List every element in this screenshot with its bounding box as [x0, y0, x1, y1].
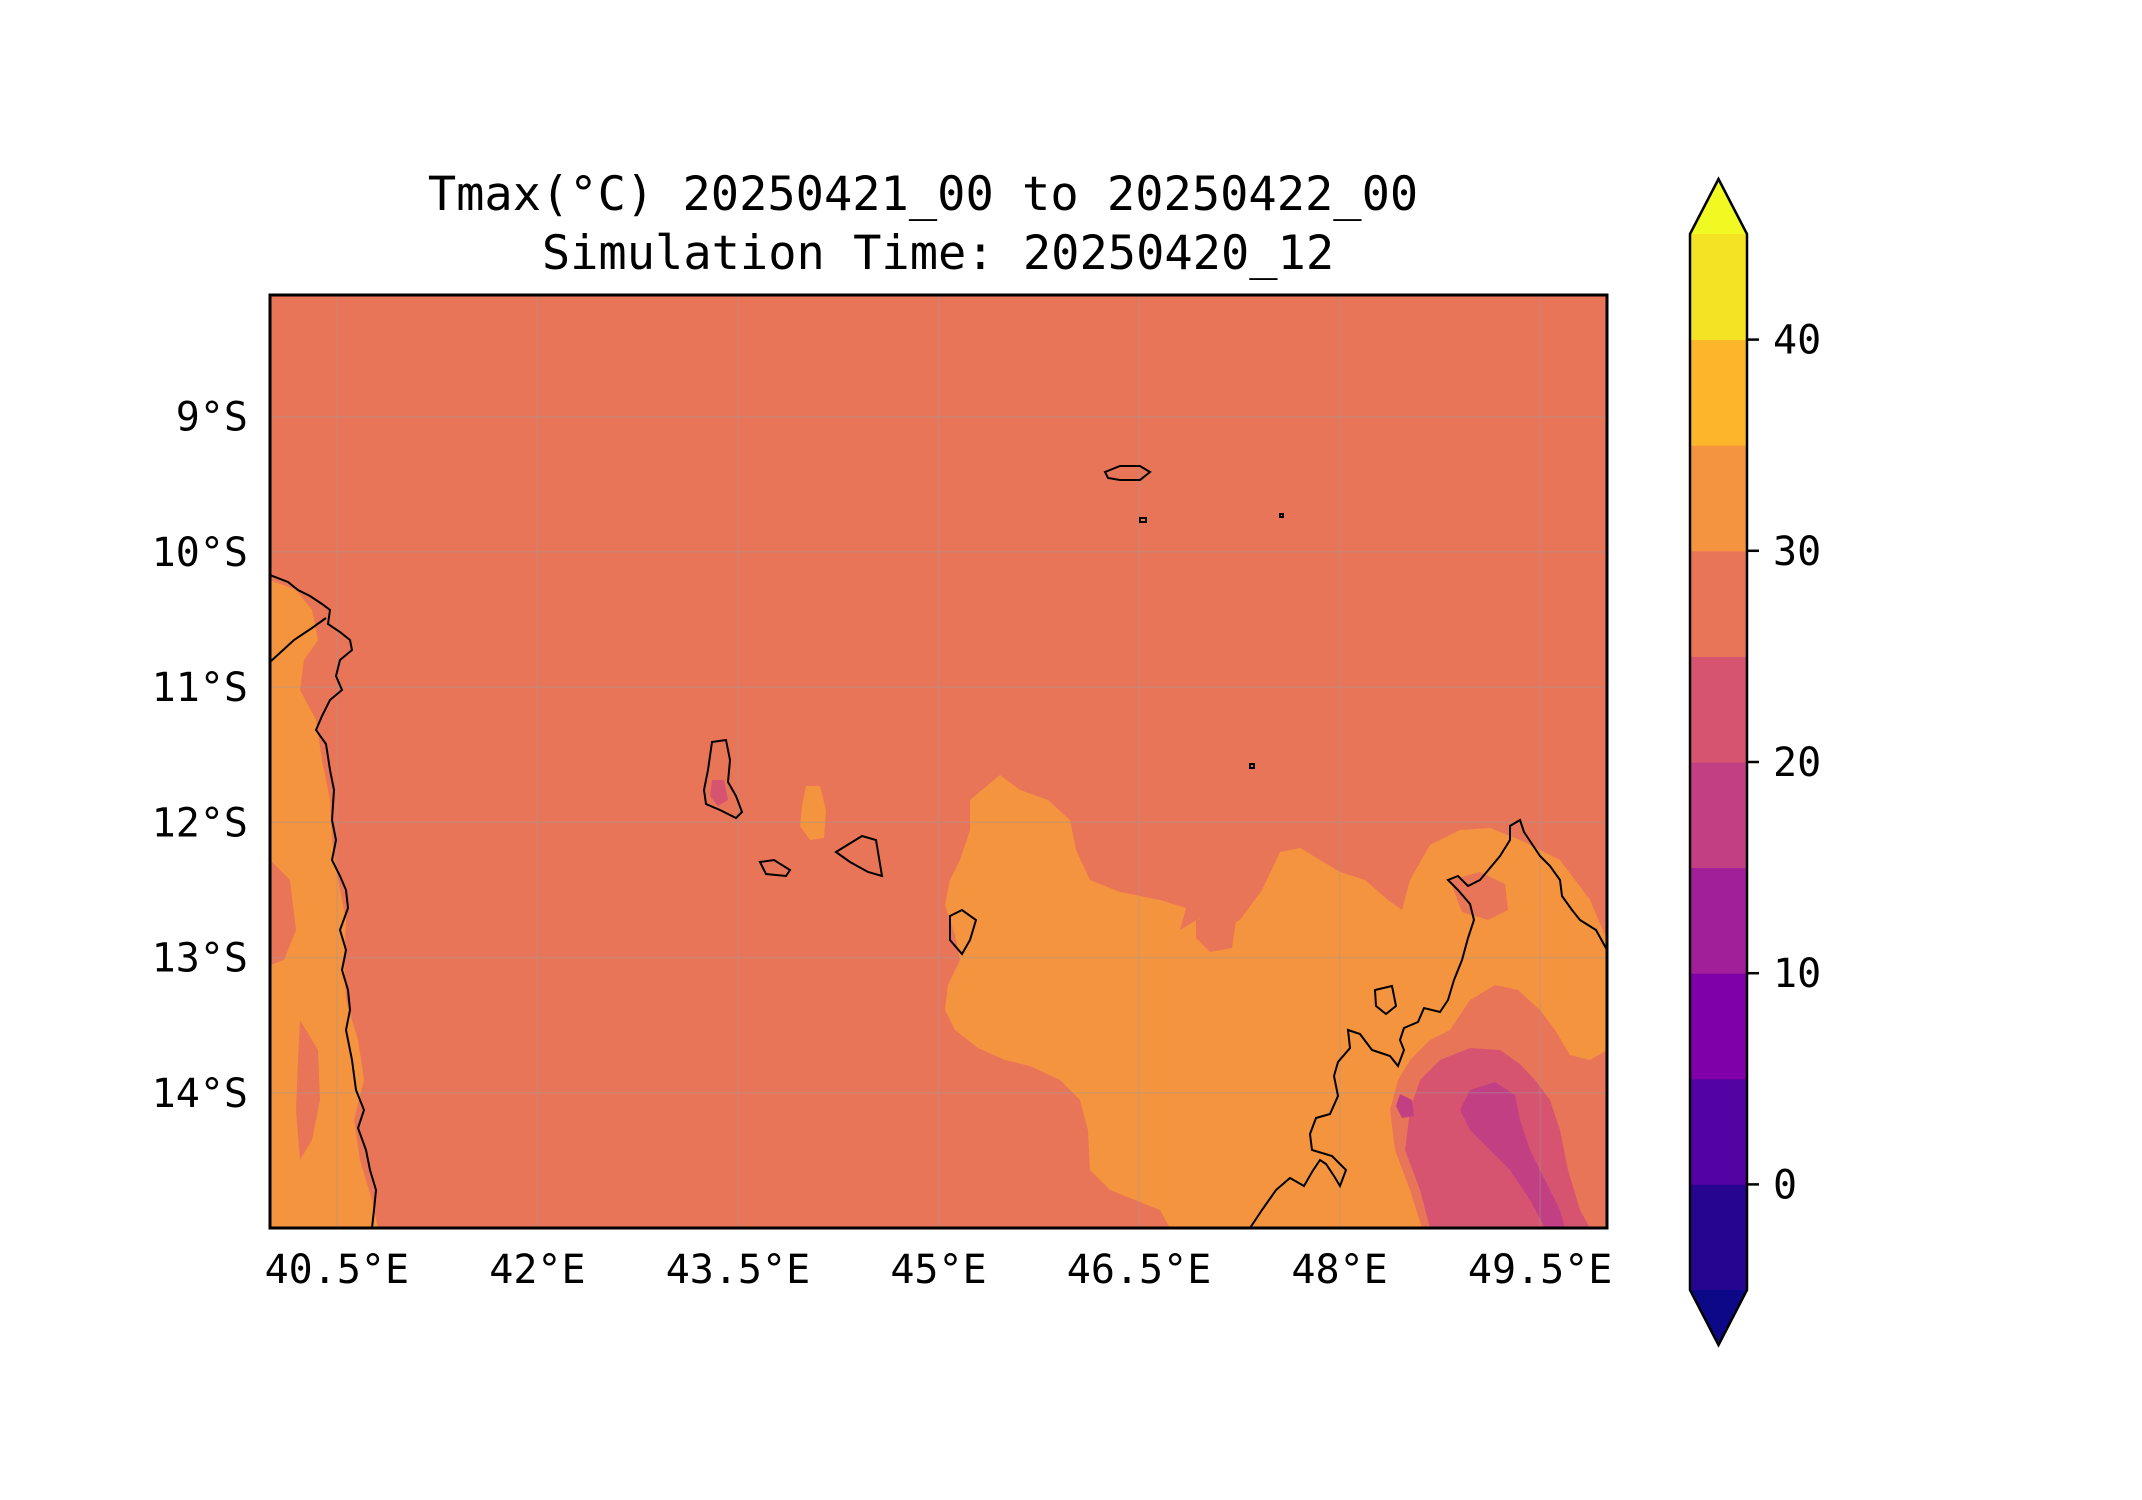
cosmoledo-islet-outline [1279, 513, 1284, 518]
grande-comore-cool-patch [710, 780, 728, 806]
assumption-islet-outline [1139, 517, 1147, 523]
latitude-tick-label: 13°S [152, 936, 248, 982]
map-title-line-2: Simulation Time: 20250420_12 [542, 226, 1334, 281]
moheli-outline [758, 858, 792, 878]
colorbar-segment [1690, 762, 1747, 869]
colorbar-tick-label: 30 [1773, 529, 1821, 575]
latitude-tick-label: 11°S [152, 665, 248, 711]
grande-comore-outline [702, 738, 744, 820]
latitude-axis: 9°S 10°S 11°S 12°S 13°S 14°S [152, 395, 248, 1117]
colorbar-outline [1688, 176, 1749, 1348]
madagascar-warm-region [945, 775, 1607, 1228]
africa-inland-border [270, 617, 327, 663]
colorbar-segment [1690, 656, 1747, 763]
longitude-tick-label: 42°E [489, 1247, 585, 1293]
map-title-line-1: Tmax(°C) 20250421_00 to 20250422_00 [428, 167, 1418, 222]
colorbar-tick-label: 40 [1773, 318, 1821, 364]
mayotte-outline [949, 908, 978, 956]
colorbar-tick-label: 0 [1773, 1162, 1797, 1208]
colorbar-segment [1690, 339, 1747, 446]
colorbar: 0 10 20 30 40 [1688, 176, 1821, 1348]
colorbar-segment [1690, 867, 1747, 974]
colorbar-tick-label: 10 [1773, 951, 1821, 997]
southeast-coolest-patch [1396, 1094, 1414, 1118]
colorbar-extend-min [1690, 1290, 1747, 1345]
longitude-tick-label: 45°E [890, 1247, 986, 1293]
map-panel [270, 295, 1607, 1228]
africa-coastline [270, 574, 378, 1228]
latitude-tick-label: 12°S [152, 800, 248, 846]
longitude-tick-label: 49.5°E [1468, 1247, 1613, 1293]
colorbar-segment [1690, 973, 1747, 1080]
longitude-tick-label: 48°E [1291, 1247, 1387, 1293]
nosy-be-outline [1373, 984, 1398, 1016]
colorbar-segment [1690, 234, 1747, 341]
latitude-tick-label: 14°S [152, 1071, 248, 1117]
colorbar-segment [1690, 1184, 1747, 1291]
colorbar-extend-max [1690, 179, 1747, 234]
west-coast-warm-region [270, 580, 378, 1228]
coastlines [270, 465, 1607, 1228]
madagascar-pocket [1450, 872, 1508, 920]
colorbar-tick-label: 20 [1773, 740, 1821, 786]
longitude-tick-label: 40.5°E [265, 1247, 410, 1293]
west-coast-pocket [270, 860, 296, 965]
latitude-tick-label: 10°S [152, 530, 248, 576]
longitude-tick-label: 46.5°E [1067, 1247, 1212, 1293]
madagascar-pocket [1196, 912, 1236, 952]
colorbar-segment [1690, 1078, 1747, 1185]
aldabra-outline [1103, 465, 1152, 481]
map-frame-border [268, 293, 1609, 1230]
longitude-axis: 40.5°E 42°E 43.5°E 45°E 46.5°E 48°E 49.5°E [265, 1247, 1613, 1293]
colorbar-segment [1690, 445, 1747, 552]
colorbar-segment [1690, 550, 1747, 657]
southeast-coolest-region [1460, 1082, 1565, 1228]
small-islet-outline [1249, 763, 1255, 769]
anjouan-outline [834, 834, 884, 878]
west-coast-pocket [296, 1020, 320, 1160]
comoros-warm-patch [800, 786, 826, 840]
latitude-tick-label: 9°S [176, 395, 248, 441]
longitude-tick-label: 43.5°E [666, 1247, 811, 1293]
madagascar-coastline [1249, 818, 1607, 1228]
map-gridlines [270, 295, 1607, 1228]
